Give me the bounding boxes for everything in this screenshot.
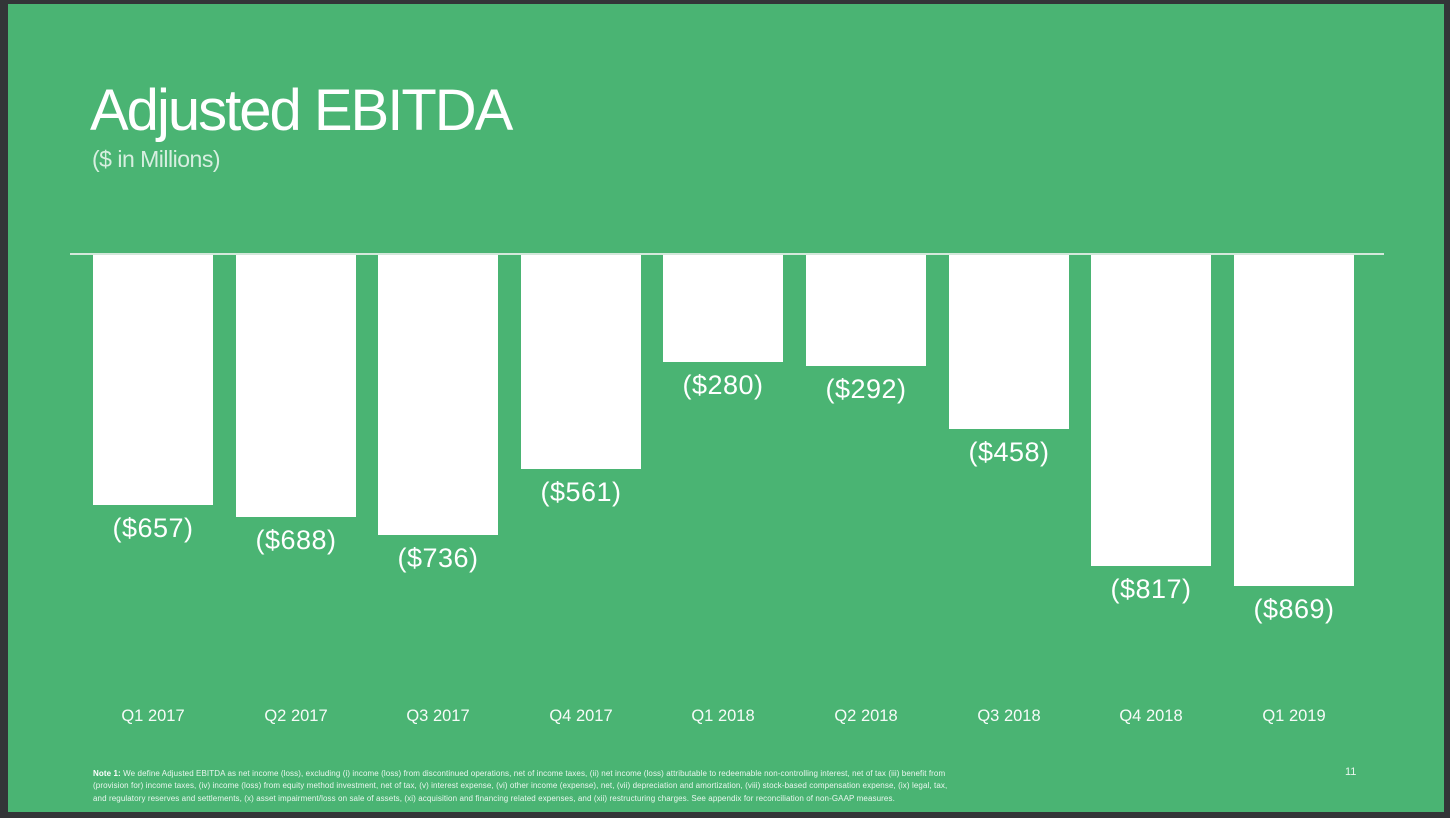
zero-baseline	[70, 253, 1384, 255]
page-title: Adjusted EBITDA	[90, 78, 513, 143]
x-axis-label-q3-2017: Q3 2017	[406, 707, 470, 725]
bar-q4-2018	[1091, 255, 1211, 566]
x-axis-label-q2-2017: Q2 2017	[264, 707, 328, 725]
bar-value-label-q1-2019: ($869)	[1253, 594, 1335, 624]
adjusted-ebitda-bar-chart: ($657) ($688) ($736) ($561) ($280) ($292) ($45…	[8, 4, 1444, 812]
bar-q4-2017	[521, 255, 641, 469]
bar-value-label-q3-2018: ($458)	[968, 437, 1050, 467]
x-axis-label-q4-2017: Q4 2017	[549, 707, 613, 725]
footnote-note-label: Note 1:	[93, 769, 121, 778]
bar-value-label-q2-2017: ($688)	[255, 525, 337, 555]
bar-value-label-q4-2017: ($561)	[540, 477, 622, 507]
page-number: 11	[1345, 766, 1357, 778]
bar-value-label-q4-2018: ($817)	[1110, 574, 1192, 604]
x-axis-label-q1-2018: Q1 2018	[691, 707, 755, 725]
bar-q3-2017	[378, 255, 498, 535]
x-axis-label-q2-2018: Q2 2018	[834, 707, 898, 725]
bar-value-label-q1-2018: ($280)	[682, 370, 764, 400]
footnote-line-1: Note 1: We define Adjusted EBITDA as net…	[93, 768, 1093, 780]
bar-q2-2017	[236, 255, 356, 517]
slide: Adjusted EBITDA ($ in Millions) ($657) ($…	[8, 4, 1444, 812]
bar-q3-2018	[949, 255, 1069, 429]
bar-q2-2018	[806, 255, 926, 366]
x-axis-label-q1-2017: Q1 2017	[121, 707, 185, 725]
x-axis-label-q1-2019: Q1 2019	[1262, 707, 1326, 725]
footnote: Note 1: We define Adjusted EBITDA as net…	[93, 768, 1093, 805]
bar-q1-2019	[1234, 255, 1354, 586]
x-axis-label-q4-2018: Q4 2018	[1119, 707, 1183, 725]
bar-q1-2017	[93, 255, 213, 505]
bar-value-label-q2-2018: ($292)	[825, 374, 907, 404]
bar-q1-2018	[663, 255, 783, 362]
page-subtitle: ($ in Millions)	[92, 146, 220, 172]
x-axis-label-q3-2018: Q3 2018	[977, 707, 1041, 725]
bar-value-label-q1-2017: ($657)	[112, 513, 194, 543]
bar-value-label-q3-2017: ($736)	[397, 543, 479, 573]
footnote-line-1-text: We define Adjusted EBITDA as net income …	[120, 769, 946, 778]
footnote-line-3: and regulatory reserves and settlements,…	[93, 793, 895, 803]
footnote-line-2: (provision for) income taxes, (iv) incom…	[93, 781, 948, 791]
